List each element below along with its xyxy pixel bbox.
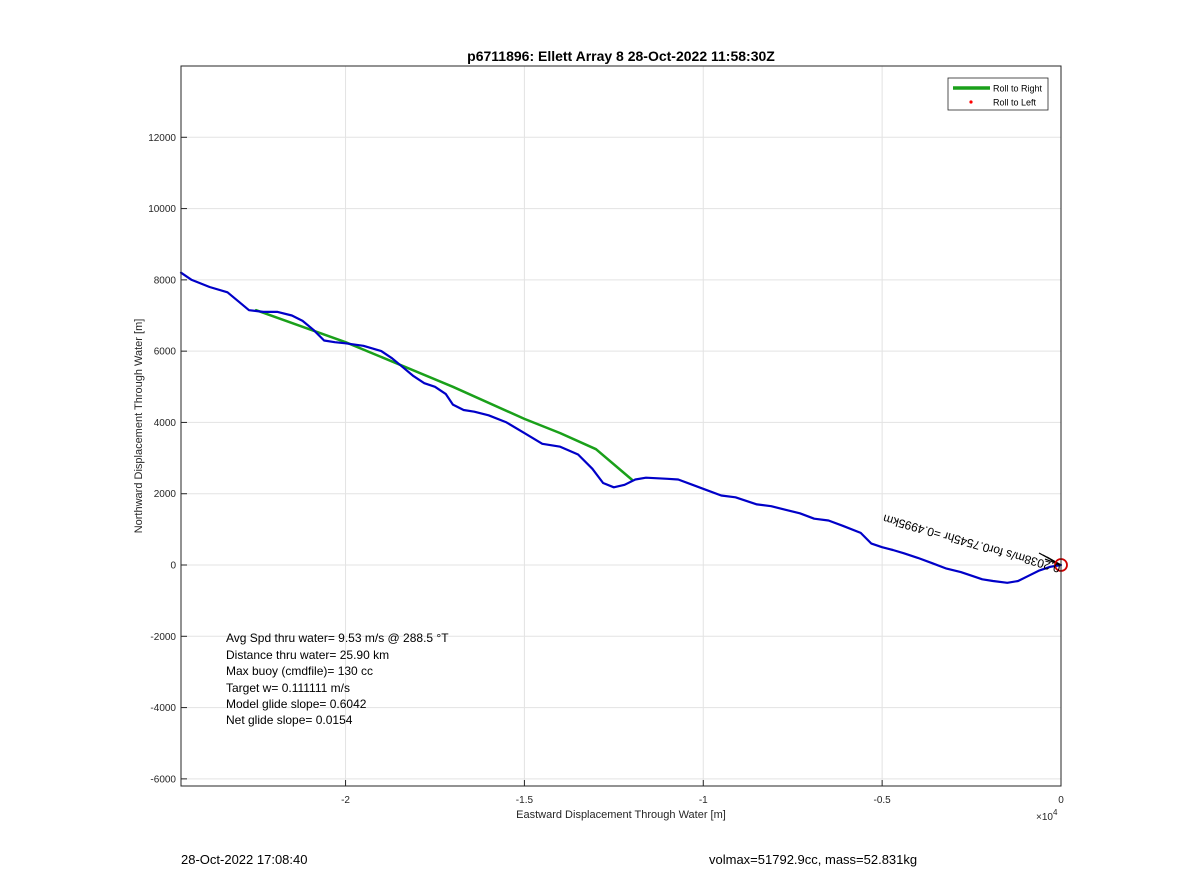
chart-title: p6711896: Ellett Array 8 28-Oct-2022 11:… xyxy=(467,48,775,64)
footer-timestamp: 28-Oct-2022 17:08:40 xyxy=(181,852,308,867)
legend-box xyxy=(947,77,1049,111)
footer-volmax-mass: volmax=51792.9cc, mass=52.831kg xyxy=(709,852,918,867)
x-axis-exponent-power: 4 xyxy=(1053,808,1058,817)
series-line-track xyxy=(179,271,1063,584)
legend-label-roll-left: Roll to Left xyxy=(993,98,1037,108)
plot-frame xyxy=(180,65,1062,787)
axis-ticks: -2 -1.5 -1 -0.5 0 -6000 -4000 -2000 0 2000 4000 600… xyxy=(148,133,1064,806)
y-tick-label: 10000 xyxy=(148,204,176,215)
y-tick-label: -2000 xyxy=(150,632,176,643)
legend-label-roll-right: Roll to Right xyxy=(993,84,1043,94)
legend: Roll to Right Roll to Left xyxy=(947,77,1049,111)
x-tick-label: -2 xyxy=(341,795,350,806)
y-tick-label: 0 xyxy=(170,561,176,572)
stat-max-buoy: Max buoy (cmdfile)= 130 cc xyxy=(226,664,373,678)
x-tick-label: -1.5 xyxy=(516,795,534,806)
segment-vector xyxy=(1044,558,1062,566)
y-tick-label: 2000 xyxy=(154,489,177,500)
legend-dot-roll-left xyxy=(969,100,973,104)
y-tick-label: 4000 xyxy=(154,418,177,429)
stats-annotations: Avg Spd thru water= 9.53 m/s @ 288.5 °T … xyxy=(226,631,449,727)
x-axis-label: Eastward Displacement Through Water [m] xyxy=(516,809,726,821)
x-tick-label: 0 xyxy=(1058,795,1064,806)
y-tick-label: -4000 xyxy=(150,703,176,714)
series-layer xyxy=(179,271,1068,584)
y-tick-label: 12000 xyxy=(148,133,176,144)
x-tick-label: -0.5 xyxy=(874,795,892,806)
y-tick-label: 6000 xyxy=(154,347,177,358)
x-axis-exponent: ×104 xyxy=(1036,808,1058,823)
x-tick-label: -1 xyxy=(699,795,708,806)
stat-avg-speed: Avg Spd thru water= 9.53 m/s @ 288.5 °T xyxy=(226,631,449,645)
y-tick-label: 8000 xyxy=(154,275,177,286)
y-tick-label: -6000 xyxy=(150,774,176,785)
x-axis-exponent-base: ×10 xyxy=(1036,812,1053,823)
stat-distance: Distance thru water= 25.90 km xyxy=(226,648,389,662)
stat-net-glide-slope: Net glide slope= 0.0154 xyxy=(226,713,353,727)
stat-target-w: Target w= 0.111111 m/s xyxy=(226,681,350,695)
stat-model-glide-slope: Model glide slope= 0.6042 xyxy=(226,697,367,711)
y-axis-label: Northward Displacement Through Water [m] xyxy=(133,319,145,534)
plot-background xyxy=(181,66,1061,786)
